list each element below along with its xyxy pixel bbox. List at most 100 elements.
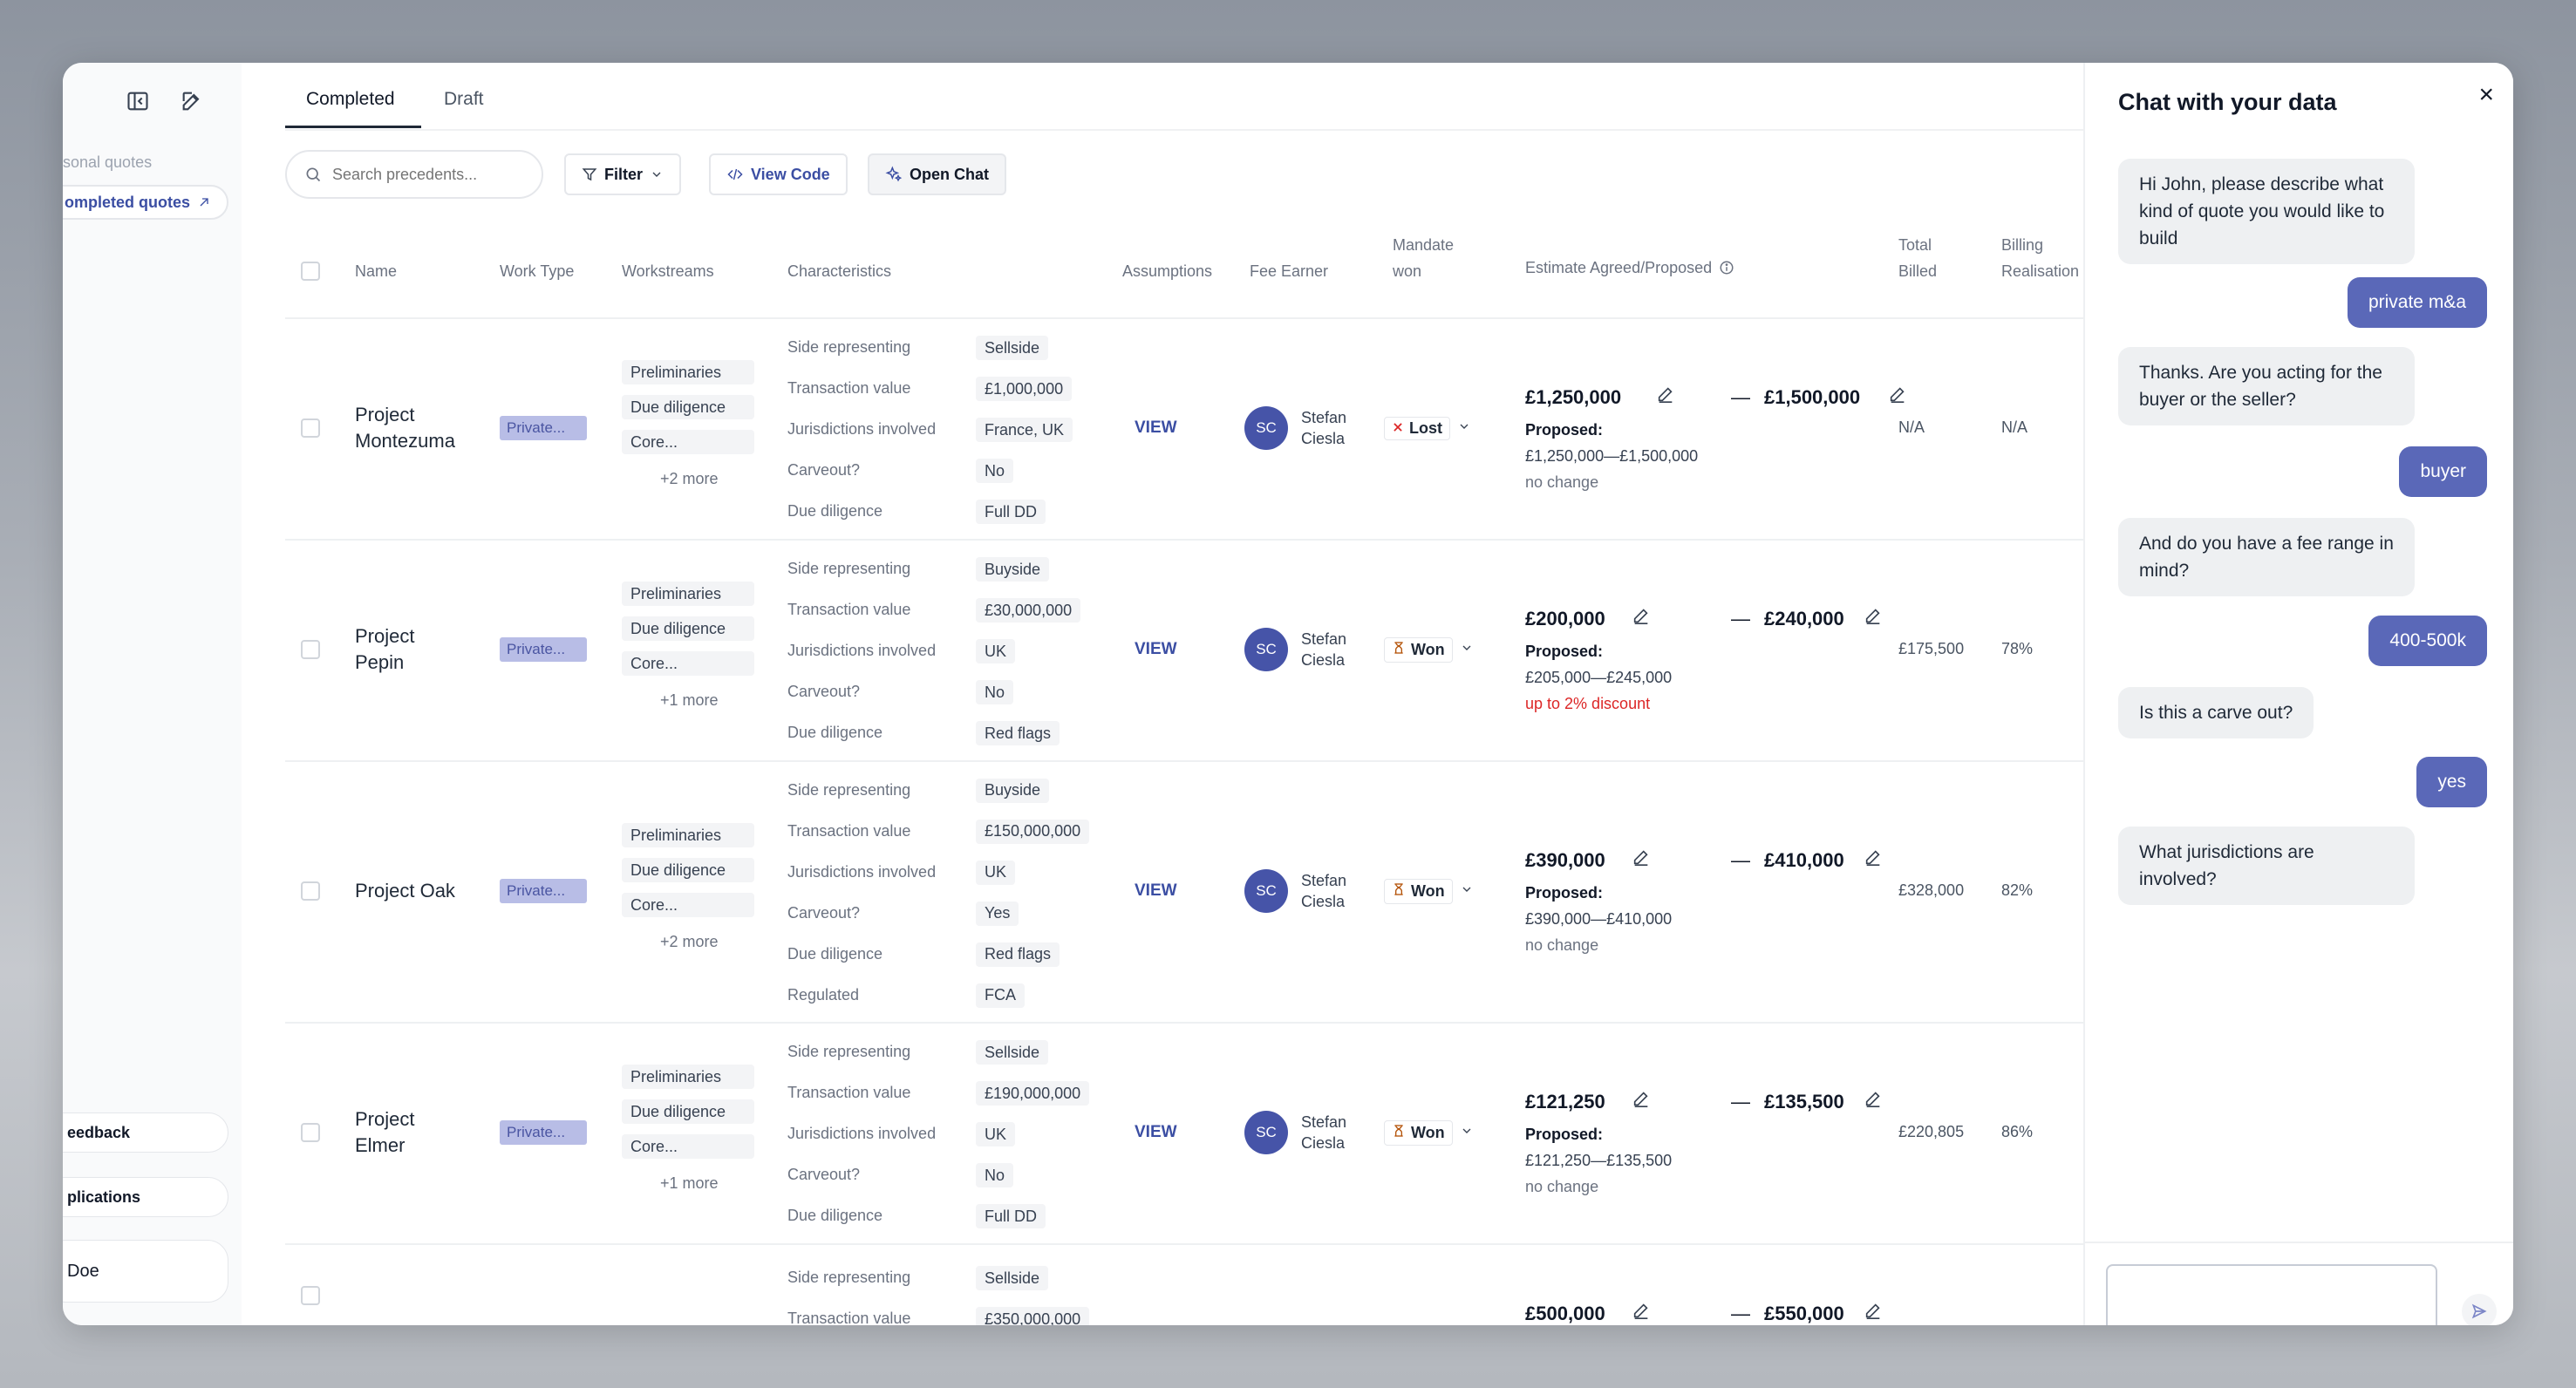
nav-completed-quotes[interactable]: ompleted quotes — [63, 185, 228, 220]
characteristic-label: Jurisdictions involved — [787, 862, 937, 881]
edit-high-icon[interactable] — [1864, 847, 1883, 867]
characteristic-value: Yes — [976, 901, 1019, 926]
mandate-badge: Won — [1384, 1119, 1453, 1146]
col-assumptions[interactable]: Assumptions — [1122, 262, 1213, 280]
table-row[interactable]: ProjectSide representingSellsideTransact… — [285, 1243, 2146, 1325]
table-row[interactable]: Project Pepin Private... Preliminaries Due d… — [285, 539, 2146, 762]
info-icon[interactable] — [1719, 260, 1734, 276]
project-name[interactable]: Project Oak — [355, 878, 455, 904]
edit-high-icon[interactable] — [1888, 384, 1907, 404]
select-all-checkbox[interactable] — [301, 262, 320, 281]
proposed-label: Proposed: — [1525, 421, 1604, 439]
view-code-button[interactable]: View Code — [709, 153, 848, 195]
mandate-status-dropdown[interactable]: Lost — [1384, 413, 1471, 443]
billing-realisation: 78% — [2001, 640, 2034, 657]
edit-low-icon[interactable] — [1632, 606, 1651, 625]
edit-low-icon[interactable] — [1656, 384, 1675, 404]
view-assumptions-link[interactable]: VIEW — [1135, 881, 1177, 900]
sidebar-toggle-icon[interactable] — [122, 85, 153, 117]
new-quote-icon[interactable] — [176, 85, 208, 117]
project-name[interactable]: Project Montezuma — [355, 402, 455, 454]
send-icon — [2471, 1303, 2487, 1319]
view-assumptions-link[interactable]: VIEW — [1135, 1123, 1177, 1141]
characteristic-label: Side representing — [787, 338, 911, 356]
workstream-tag: Preliminaries — [622, 582, 754, 606]
workstream-tag: Due diligence — [622, 395, 754, 419]
billing-realisation: N/A — [2001, 418, 2028, 436]
characteristic-label: Carveout? — [787, 461, 861, 479]
col-characteristics[interactable]: Characteristics — [787, 262, 892, 280]
mandate-badge: Won — [1384, 636, 1453, 663]
characteristic-label: Jurisdictions involved — [787, 420, 937, 438]
col-mandate-won[interactable]: Mandate won — [1393, 232, 1454, 284]
row-checkbox[interactable] — [301, 881, 320, 901]
tab-bar: Completed Draft — [285, 63, 2146, 131]
row-checkbox[interactable] — [301, 1286, 320, 1305]
col-mandate-line1: Mandate — [1393, 236, 1455, 254]
row-checkbox[interactable] — [301, 418, 320, 438]
table-row[interactable]: Project Oak Private... Preliminaries Due di… — [285, 760, 2146, 1024]
characteristic-label: Transaction value — [787, 1084, 911, 1101]
workstreams-more-link[interactable]: +1 more — [660, 1174, 719, 1192]
work-type-badge[interactable]: Private... — [500, 1120, 587, 1145]
mandate-status-dropdown[interactable]: Won — [1384, 635, 1474, 664]
view-assumptions-link[interactable]: VIEW — [1135, 640, 1177, 658]
edit-low-icon[interactable] — [1632, 1301, 1651, 1320]
col-workstreams[interactable]: Workstreams — [622, 262, 714, 280]
row-checkbox[interactable] — [301, 640, 320, 659]
close-icon[interactable]: × — [2478, 80, 2494, 109]
col-total-billed[interactable]: Total Billed — [1898, 232, 1937, 284]
view-assumptions-link[interactable]: VIEW — [1135, 418, 1177, 437]
workstreams-more-link[interactable]: +2 more — [660, 933, 719, 950]
edit-high-icon[interactable] — [1864, 1089, 1883, 1108]
project-name[interactable]: Project Pepin — [355, 623, 414, 676]
characteristic-value: No — [976, 459, 1014, 483]
work-type-badge[interactable]: Private... — [500, 416, 587, 440]
work-type-badge[interactable]: Private... — [500, 637, 587, 662]
col-estimate[interactable]: Estimate Agreed/Proposed — [1525, 255, 1734, 281]
proposed-label: Proposed: — [1525, 1126, 1604, 1143]
project-name-line1: Project — [355, 404, 415, 425]
col-fee-earner[interactable]: Fee Earner — [1250, 262, 1329, 280]
project-name[interactable]: Project Elmer — [355, 1106, 414, 1159]
mandate-status-dropdown[interactable]: Won — [1384, 876, 1474, 906]
user-profile[interactable]: Doe — [63, 1240, 228, 1303]
workstreams-more-link[interactable]: +1 more — [660, 691, 719, 709]
tab-draft[interactable]: Draft — [444, 89, 484, 109]
edit-high-icon[interactable] — [1864, 1301, 1883, 1320]
chat-input[interactable] — [2106, 1264, 2437, 1325]
search-box[interactable] — [285, 150, 543, 199]
workstreams-more-link[interactable]: +2 more — [660, 470, 719, 487]
estimate-high: £135,500 — [1764, 1091, 1844, 1112]
characteristic-value: £350,000,000 — [976, 1307, 1090, 1325]
col-work-type[interactable]: Work Type — [500, 262, 575, 280]
feedback-button[interactable]: eedback — [63, 1112, 228, 1153]
search-input[interactable] — [331, 164, 526, 185]
edit-low-icon[interactable] — [1632, 847, 1651, 867]
edit-low-icon[interactable] — [1632, 1089, 1651, 1108]
col-total-line1: Total — [1898, 236, 1932, 254]
characteristic-value: No — [976, 680, 1014, 704]
col-billing-realisation[interactable]: Billing Realisation — [2001, 232, 2079, 284]
filter-button[interactable]: Filter — [564, 153, 682, 195]
nav-personal-quotes[interactable]: sonal quotes — [63, 153, 153, 171]
project-name-line2: Pepin — [355, 651, 405, 673]
characteristic-value: £190,000,000 — [976, 1081, 1090, 1106]
mandate-status-dropdown[interactable]: Won — [1384, 1118, 1474, 1147]
characteristic-value: £1,000,000 — [976, 377, 1073, 401]
workstream-tag: Due diligence — [622, 1099, 754, 1124]
col-name[interactable]: Name — [355, 262, 398, 280]
row-checkbox[interactable] — [301, 1123, 320, 1142]
table-row[interactable]: Project Montezuma Private... Preliminaries D… — [285, 317, 2146, 541]
edit-high-icon[interactable] — [1864, 606, 1883, 625]
open-chat-button[interactable]: Open Chat — [868, 153, 1007, 195]
table-row[interactable]: Project Elmer Private... Preliminaries Due d… — [285, 1022, 2146, 1245]
applications-button[interactable]: plications — [63, 1177, 228, 1217]
tab-completed[interactable]: Completed — [306, 89, 395, 109]
proposed-label: Proposed: — [1525, 643, 1604, 660]
characteristic-value: £30,000,000 — [976, 598, 1081, 623]
send-button[interactable] — [2462, 1294, 2497, 1325]
total-billed: £328,000 — [1898, 881, 1965, 899]
work-type-badge[interactable]: Private... — [500, 879, 587, 903]
feedback-label: eedback — [67, 1123, 131, 1141]
